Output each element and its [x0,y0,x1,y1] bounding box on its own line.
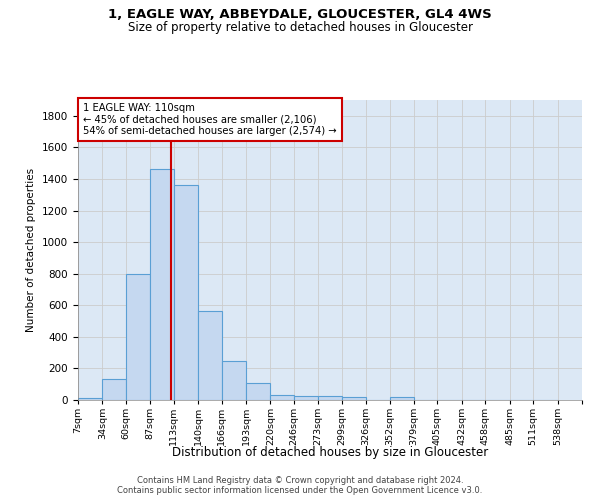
Bar [221,360,246,400]
Bar [246,383,271,400]
Bar [198,311,221,400]
Bar [174,186,198,400]
Text: 1 EAGLE WAY: 110sqm
← 45% of detached houses are smaller (2,106)
54% of semi-det: 1 EAGLE WAY: 110sqm ← 45% of detached ho… [83,103,337,136]
Y-axis label: Number of detached properties: Number of detached properties [26,168,37,332]
Bar [271,395,294,400]
Bar [150,168,174,400]
Text: Contains HM Land Registry data © Crown copyright and database right 2024.
Contai: Contains HM Land Registry data © Crown c… [118,476,482,495]
Bar [78,398,103,400]
Text: Distribution of detached houses by size in Gloucester: Distribution of detached houses by size … [172,446,488,459]
Text: 1, EAGLE WAY, ABBEYDALE, GLOUCESTER, GL4 4WS: 1, EAGLE WAY, ABBEYDALE, GLOUCESTER, GL4… [108,8,492,20]
Bar [342,397,366,400]
Text: Size of property relative to detached houses in Gloucester: Size of property relative to detached ho… [128,21,473,34]
Bar [294,396,318,400]
Bar [389,397,414,400]
Bar [126,274,150,400]
Bar [318,396,342,400]
Bar [103,380,126,400]
